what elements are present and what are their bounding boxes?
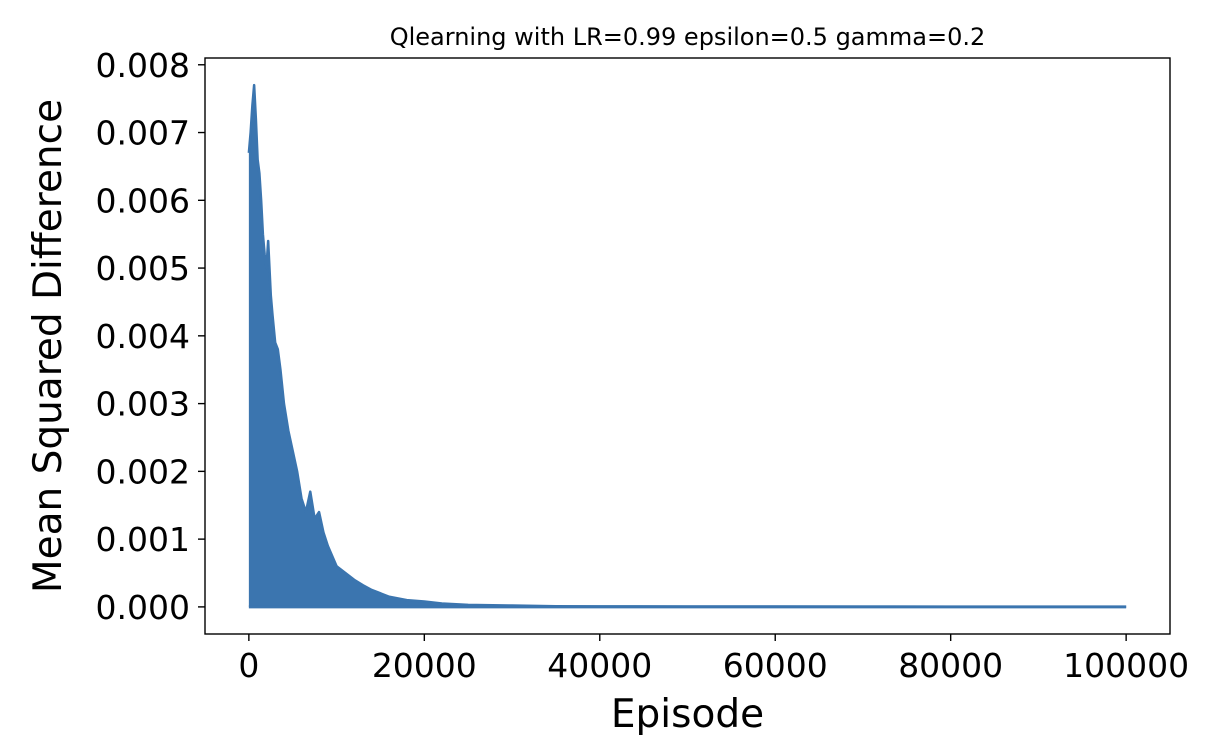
y-tick-label: 0.006	[96, 181, 190, 220]
x-tick-label: 20000	[372, 646, 477, 685]
y-axis-ticks: 0.000 0.001 0.002 0.003 0.004 0.005 0.006 0.007…	[96, 46, 205, 627]
y-axis-title: Mean Squared Difference	[26, 99, 71, 593]
x-tick-label: 0	[238, 646, 259, 685]
y-tick-label: 0.000	[96, 588, 190, 627]
series-line	[247, 83, 1127, 609]
y-tick-label: 0.008	[96, 46, 190, 85]
series-fill	[248, 85, 1127, 607]
x-axis-ticks: 0 20000 40000 60000 80000 100000	[238, 634, 1189, 685]
x-axis-title: Episode	[611, 692, 764, 737]
y-tick-label: 0.001	[96, 520, 190, 559]
y-tick-label: 0.005	[96, 249, 190, 288]
x-tick-label: 40000	[547, 646, 652, 685]
x-tick-label: 80000	[898, 646, 1003, 685]
y-tick-label: 0.003	[96, 385, 190, 424]
plot-frame	[204, 57, 1171, 635]
y-tick-label: 0.007	[96, 114, 190, 153]
plot-series	[247, 83, 1127, 609]
chart-title: Qlearning with LR=0.99 epsilon=0.5 gamma…	[390, 23, 986, 51]
x-tick-label: 100000	[1063, 646, 1189, 685]
y-tick-label: 0.002	[96, 452, 190, 491]
y-tick-label: 0.004	[96, 317, 190, 356]
x-tick-label: 60000	[723, 646, 828, 685]
